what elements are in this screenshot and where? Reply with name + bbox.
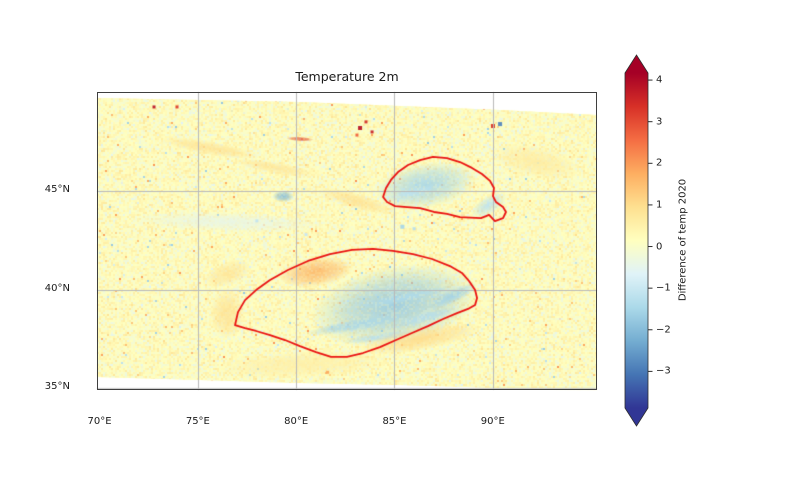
colorbar-label: Difference of temp 2020 [677,178,689,302]
colorbar-tick-label: −1 [656,282,671,294]
y-axis-tick-label: 35°N [44,381,70,393]
colorbar-tick-label: −3 [656,365,671,377]
colorbar-tick-label: 0 [656,241,663,253]
y-axis-tick-label: 45°N [44,184,70,196]
chart-title: Temperature 2m [295,69,399,84]
colorbar-tick-label: 4 [656,74,663,86]
x-axis-tick-label: 70°E [87,416,112,427]
colorbar-tick-label: 3 [656,116,663,128]
colorbar-tick-label: 1 [656,199,663,211]
x-axis-tick-label: 90°E [480,416,505,427]
colorbar-tick-label: −2 [656,324,671,336]
x-axis-tick-label: 85°E [382,416,407,427]
colorbar-gradient [624,54,649,427]
colorbar-tick-label: 2 [656,157,663,169]
x-axis-tick-label: 80°E [284,416,309,427]
y-axis-tick-label: 40°N [44,282,70,294]
x-axis-tick-label: 75°E [185,416,210,427]
